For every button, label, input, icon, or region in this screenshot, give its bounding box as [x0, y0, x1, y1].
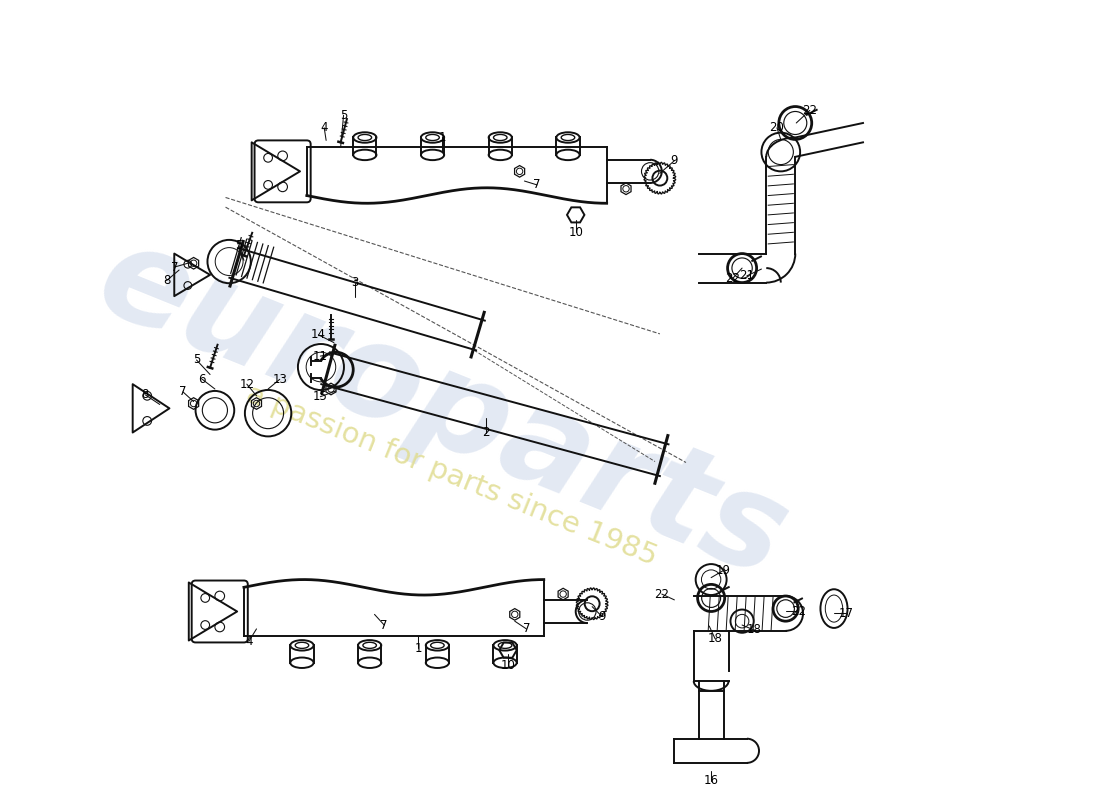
- Text: europarts: europarts: [80, 213, 804, 604]
- Text: 1: 1: [439, 131, 446, 144]
- Text: 4: 4: [245, 635, 253, 648]
- Text: 20: 20: [770, 122, 784, 134]
- Text: 8: 8: [163, 274, 170, 287]
- Text: 7: 7: [534, 178, 541, 191]
- Text: 22: 22: [725, 272, 740, 286]
- Text: 6: 6: [199, 373, 206, 386]
- Text: 3: 3: [352, 276, 359, 289]
- Text: 22: 22: [654, 587, 669, 601]
- Text: 21: 21: [739, 270, 755, 282]
- Text: 9: 9: [598, 610, 606, 623]
- Text: 18: 18: [746, 623, 761, 636]
- Text: 22: 22: [802, 104, 817, 117]
- Text: 14: 14: [311, 328, 326, 342]
- Text: 7: 7: [179, 386, 187, 398]
- Text: 7: 7: [522, 622, 530, 635]
- Text: 22: 22: [791, 605, 805, 618]
- Text: 5: 5: [192, 354, 200, 366]
- Text: 11: 11: [312, 350, 328, 362]
- Text: 4: 4: [320, 122, 328, 134]
- Text: 16: 16: [704, 774, 718, 787]
- Text: 19: 19: [715, 564, 730, 578]
- Text: 7: 7: [381, 618, 388, 631]
- Text: 15: 15: [312, 390, 328, 403]
- Text: 5: 5: [235, 239, 243, 252]
- Text: 10: 10: [500, 659, 516, 672]
- Text: 5: 5: [340, 109, 348, 122]
- Text: 1: 1: [415, 642, 421, 654]
- Text: 7: 7: [170, 261, 178, 274]
- Text: 10: 10: [569, 226, 583, 238]
- Text: 2: 2: [482, 426, 490, 439]
- Text: 9: 9: [671, 154, 678, 167]
- Text: 13: 13: [273, 373, 287, 386]
- Text: 12: 12: [240, 378, 254, 390]
- Text: 8: 8: [142, 388, 148, 402]
- Text: a passion for parts since 1985: a passion for parts since 1985: [242, 381, 661, 571]
- Text: 17: 17: [839, 607, 854, 620]
- Text: 18: 18: [707, 632, 723, 645]
